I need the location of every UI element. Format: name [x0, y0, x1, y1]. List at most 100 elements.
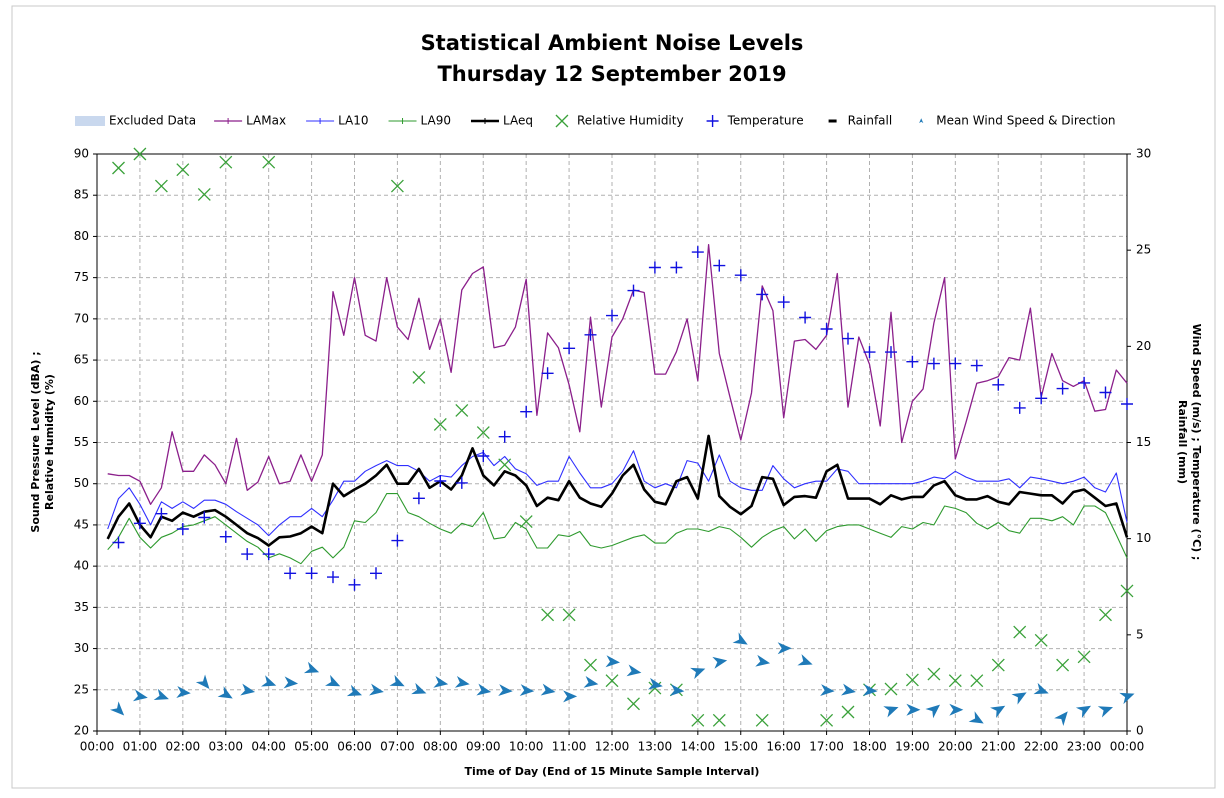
data-point — [112, 536, 125, 549]
marker-shape — [905, 673, 919, 687]
data-point — [241, 548, 254, 561]
y-tick-label: 35 — [74, 600, 89, 614]
legend-label: LAMax — [246, 114, 286, 128]
marker-shape — [970, 359, 983, 372]
data-point — [968, 711, 984, 724]
marker-shape — [925, 704, 941, 719]
data-point — [1099, 386, 1112, 399]
marker-shape — [755, 713, 769, 727]
data-point — [454, 675, 470, 688]
data-point — [990, 705, 1006, 718]
marker-shape — [219, 530, 232, 543]
y-tick-label: 40 — [74, 559, 89, 573]
legend-label: Excluded Data — [109, 114, 196, 128]
marker-shape — [498, 684, 513, 697]
data-point — [498, 684, 513, 697]
marker-shape — [841, 705, 855, 719]
marker-shape — [563, 690, 578, 703]
marker-shape — [132, 689, 148, 702]
y-tick-label: 70 — [74, 311, 89, 325]
marker-shape — [841, 683, 856, 696]
marker-shape — [433, 675, 449, 688]
marker-shape — [112, 536, 125, 549]
y-tick-label: 25 — [74, 682, 89, 696]
y-tick-label: 45 — [74, 517, 89, 531]
marker-shape — [261, 675, 277, 687]
data-point — [519, 684, 535, 697]
x-tick-label: 06:00 — [337, 740, 372, 754]
data-point — [606, 309, 618, 322]
marker-shape — [648, 261, 661, 274]
marker-shape — [1120, 584, 1134, 598]
marker-shape — [133, 147, 147, 161]
data-point — [820, 713, 834, 727]
data-point — [732, 632, 748, 645]
data-point — [1078, 376, 1091, 389]
marker-shape — [627, 284, 640, 297]
marker-shape — [1033, 682, 1049, 695]
data-point — [605, 674, 619, 688]
data-point — [842, 332, 854, 345]
x-tick-label: 02:00 — [166, 740, 201, 754]
data-point — [1035, 392, 1048, 405]
y2-tick-label: 30 — [1136, 147, 1151, 161]
data-point — [498, 458, 512, 472]
marker-shape — [454, 675, 470, 688]
data-point — [648, 261, 661, 274]
marker-shape — [584, 658, 597, 672]
marker-shape — [325, 674, 341, 687]
data-point — [476, 683, 492, 696]
marker-shape — [755, 654, 771, 667]
marker-shape — [626, 664, 642, 677]
marker-shape — [777, 296, 790, 309]
marker-shape — [949, 703, 964, 716]
data-point — [305, 567, 318, 580]
data-point — [584, 328, 597, 341]
x-tick-label: 21:00 — [981, 740, 1016, 754]
data-point — [992, 378, 1005, 391]
y-axis-title-line: Relative Humidity (%) — [43, 374, 56, 510]
marker-shape — [1011, 692, 1027, 705]
marker-shape — [369, 683, 384, 696]
marker-shape — [647, 677, 663, 690]
chart-title: Statistical Ambient Noise Levels — [421, 31, 804, 55]
data-point — [713, 259, 726, 272]
x-tick-label: 04:00 — [251, 740, 286, 754]
data-point — [797, 654, 813, 666]
marker-shape — [155, 507, 168, 520]
marker-shape — [563, 342, 576, 355]
data-point — [563, 690, 578, 703]
x-tick-label: 11:00 — [552, 740, 587, 754]
data-point — [1121, 398, 1133, 410]
data-point — [583, 675, 599, 688]
data-point — [433, 675, 449, 688]
data-point — [520, 405, 533, 418]
marker-shape — [605, 655, 620, 668]
data-point — [133, 517, 146, 530]
y2-tick-label: 25 — [1136, 243, 1151, 257]
data-point — [884, 682, 898, 696]
marker-shape — [1097, 706, 1114, 718]
marker-shape — [241, 548, 254, 561]
marker-shape — [949, 357, 962, 370]
data-point — [1099, 608, 1112, 622]
marker-shape — [262, 548, 275, 561]
marker-shape — [583, 675, 599, 688]
data-point — [755, 654, 771, 667]
data-point — [1119, 692, 1135, 705]
data-point — [412, 492, 425, 505]
marker-shape — [519, 684, 535, 697]
data-point — [477, 450, 490, 462]
marker-shape — [862, 684, 878, 697]
data-point — [991, 658, 1005, 672]
data-point — [925, 704, 941, 719]
data-point — [712, 713, 726, 727]
y2-tick-label: 5 — [1136, 627, 1144, 641]
data-point — [885, 346, 897, 359]
data-point — [562, 608, 576, 622]
data-point — [541, 367, 554, 380]
data-point — [412, 370, 426, 384]
data-point — [777, 642, 792, 655]
